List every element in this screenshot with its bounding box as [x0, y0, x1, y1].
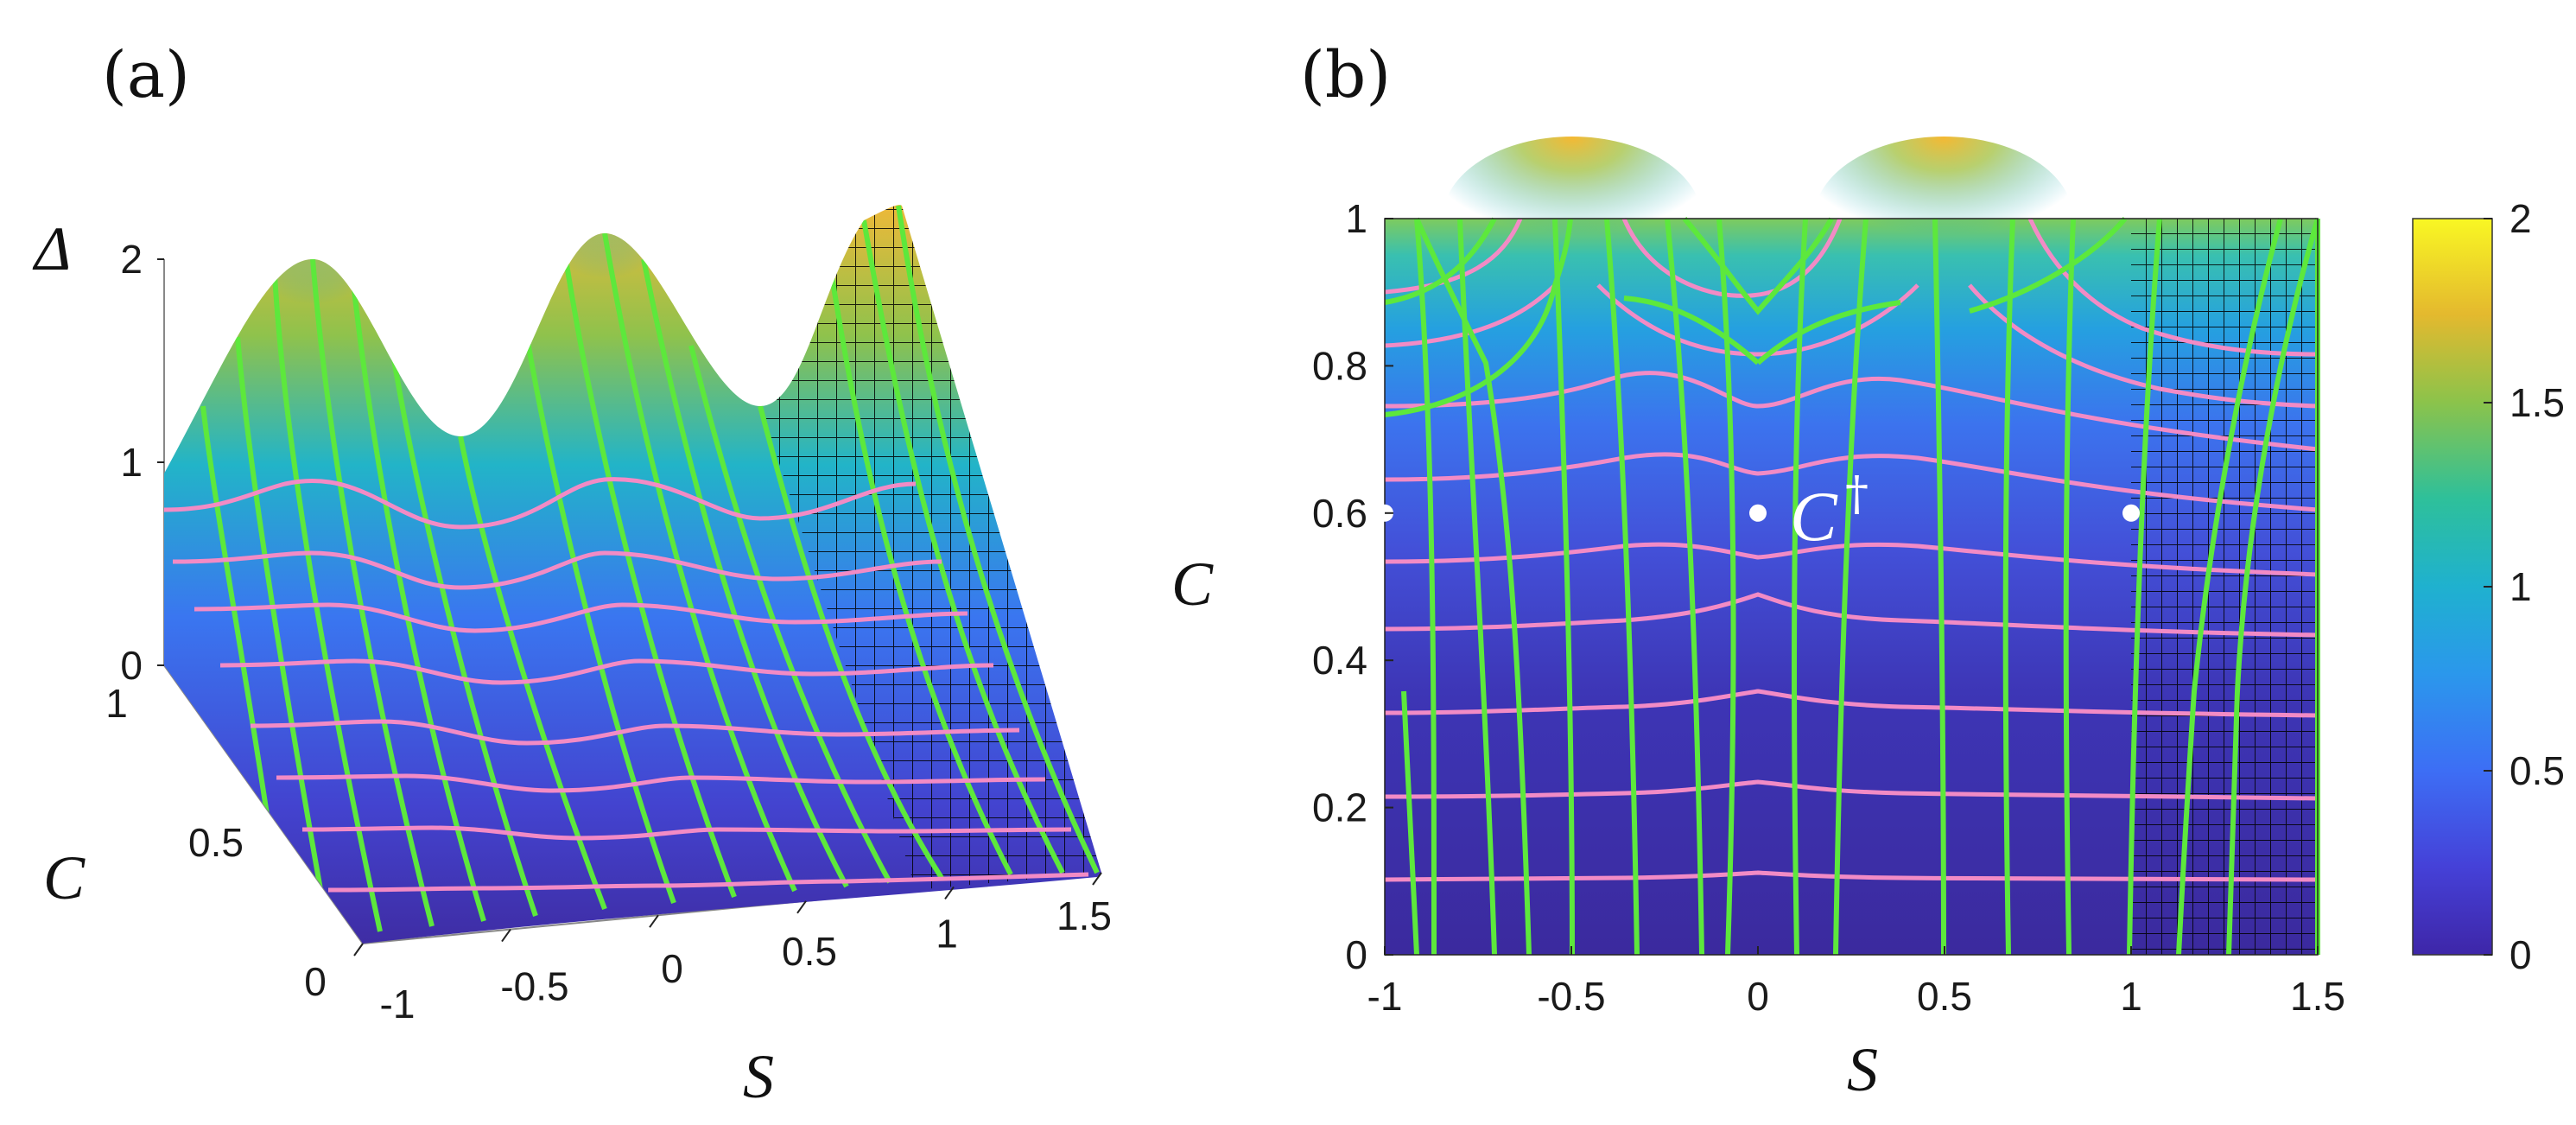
s-axis-label-2d: S: [1847, 1035, 1878, 1104]
s-tick-mark: [1092, 872, 1102, 886]
colorbar-ticks: 0 0.5 1 1.5 2: [2484, 196, 2565, 977]
colorbar-tick-label: 2: [2509, 196, 2532, 241]
heatmap: [1384, 137, 2320, 956]
c-axis-label-2d: C: [1171, 550, 1214, 619]
s-tick-label: 0.5: [782, 929, 837, 974]
x-tick-label: -1: [1367, 974, 1403, 1019]
colorbar-tick-label: 1.5: [2509, 380, 2565, 425]
s-tick-mark: [796, 900, 807, 914]
s-axis-label-3d: S: [743, 1042, 774, 1111]
gridded-region-3d: [760, 205, 1101, 890]
z-tick-label: 2: [120, 237, 143, 282]
y-tick-label: 1: [1345, 196, 1367, 241]
panel-a: (a): [32, 38, 1112, 1111]
panel-a-label: (a): [102, 38, 190, 112]
panel-b-label: (b): [1300, 38, 1391, 112]
s-tick-label: 1: [936, 911, 958, 956]
c-tick-label: 1: [105, 681, 128, 726]
x-tick-label: 0: [1747, 974, 1769, 1019]
y-tick-label: 0.8: [1312, 343, 1367, 388]
y-tick-label: 0.6: [1312, 491, 1367, 536]
s-ticks-3d: -1 -0.5 0 0.5 1 1.5: [353, 872, 1112, 1026]
x-tick-label: 1: [2120, 974, 2142, 1019]
colorbar-tick-label: 1: [2509, 564, 2532, 609]
x-tick-label: -0.5: [1537, 974, 1605, 1019]
colorbar-tick-label: 0: [2509, 932, 2532, 977]
critical-point: [2122, 504, 2140, 522]
c-tick-label: 0: [304, 959, 327, 1004]
y-tick-label: 0.2: [1312, 785, 1367, 830]
heatmap-frame: [1384, 218, 2319, 956]
surface: [164, 205, 1101, 944]
s-tick-label: -0.5: [500, 964, 568, 1009]
z-tick-label: 0: [120, 643, 143, 688]
panel-b: (b): [1171, 38, 2565, 1104]
z-tick-label: 1: [120, 440, 143, 485]
s-contours-2d: [1384, 217, 2320, 956]
x-tick-label: 1.5: [2290, 974, 2345, 1019]
z-axis-label: Δ: [32, 214, 71, 283]
y-ticks-2d: 0 0.2 0.4 0.6 0.8 1: [1312, 196, 1393, 977]
z-ticks: 0 1 2: [120, 237, 164, 688]
x-ticks-2d: -1 -0.5 0 0.5 1 1.5: [1367, 946, 2345, 1019]
s-tick-mark: [649, 914, 659, 928]
x-tick-label: 0.5: [1917, 974, 1972, 1019]
colorbar: [2412, 218, 2493, 956]
s-tick-mark: [944, 886, 955, 899]
s-tick-mark: [353, 943, 364, 957]
c-contours-2d: [1384, 217, 2319, 882]
c-ticks-3d: 00.51: [105, 681, 327, 1004]
colorbar-tick-label: 0.5: [2509, 748, 2565, 793]
s-tick-mark: [501, 929, 511, 943]
y-tick-label: 0: [1345, 932, 1367, 977]
dagger-superscript: †: [1845, 467, 1869, 521]
c-contours-3d: [164, 477, 1089, 893]
s-tick-label: -1: [380, 982, 416, 1026]
c-tick-label: 0.5: [188, 820, 244, 865]
c-dagger-label: C: [1790, 477, 1838, 556]
s-tick-label: 1.5: [1056, 893, 1112, 938]
c-axis-label-3d: C: [43, 843, 86, 912]
critical-point: [1749, 504, 1767, 522]
y-tick-label: 0.4: [1312, 638, 1367, 683]
s-tick-label: 0: [661, 946, 683, 991]
